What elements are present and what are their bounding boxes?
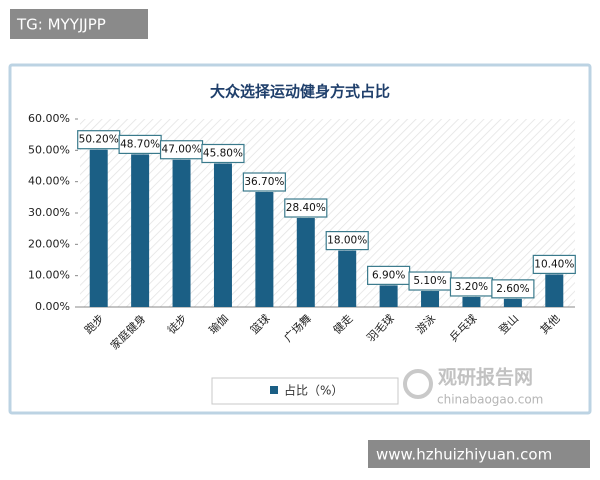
bar [545,274,564,307]
value-label-box [491,279,535,299]
y-tick-label: 0.00% [35,300,70,313]
y-tick-label: 40.00% [28,175,70,188]
bar [462,296,481,307]
watermark-logo [403,369,433,399]
value-label: 5.10% [413,275,446,287]
chart-title: 大众选择运动健身方式占比 [210,83,390,101]
value-label: 48.70% [120,138,160,150]
legend-box [211,377,399,405]
tag: TG: MYYJJPP [16,16,106,34]
site: www.hzhuizhiyuan.com [376,446,552,464]
bar [89,149,108,307]
y-tick-label: 10.00% [28,269,70,282]
watermark-url: chinabaogao.com [437,393,543,407]
bar [296,218,315,307]
value-label: 47.00% [162,144,202,156]
value-label: 45.80% [203,147,243,159]
bar [379,285,398,307]
value-label-box [325,231,369,251]
value-label-box [284,198,328,218]
y-tick-label: 30.00% [28,206,70,219]
site-box [368,440,590,468]
watermark-name: 观研报告网 [438,366,533,389]
value-label: 28.40% [286,202,326,214]
legend-swatch [270,386,278,394]
value-label-box [532,254,576,275]
bar [255,192,274,307]
tag-box [10,9,148,39]
value-label: 50.20% [79,134,119,146]
value-label: 10.40% [534,258,574,270]
value-label: 18.00% [327,235,367,247]
value-label-box [242,172,286,192]
bar [503,298,522,307]
bar [172,159,191,307]
y-tick-label: 20.00% [28,237,70,250]
y-tick-label: 60.00% [28,112,70,125]
bar [213,163,232,307]
value-label: 2.60% [496,283,529,295]
bar [131,154,150,307]
value-label: 3.20% [455,281,488,293]
value-label-box [201,143,245,164]
value-label: 36.70% [244,176,284,188]
legend-label: 占比（%） [284,383,343,398]
value-label: 6.90% [372,269,405,281]
bar [421,291,440,307]
bar [338,250,357,307]
y-tick-label: 50.00% [28,143,70,156]
